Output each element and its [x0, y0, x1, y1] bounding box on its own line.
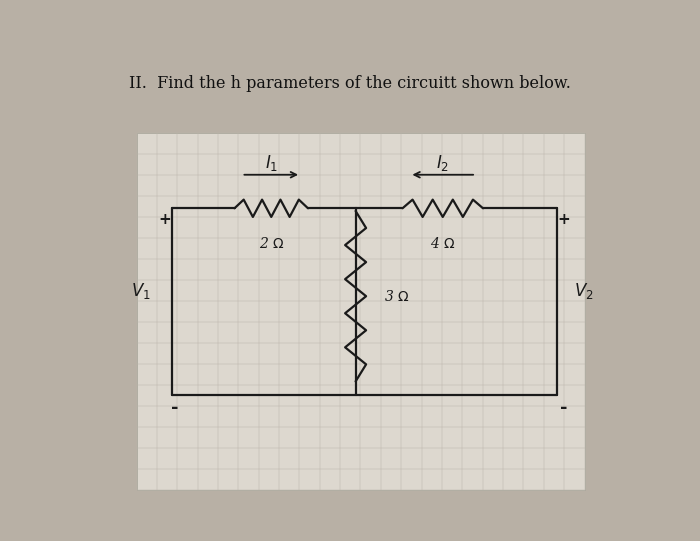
- Text: 4 $\Omega$: 4 $\Omega$: [430, 236, 456, 251]
- Text: II.  Find the h parameters of the circuitt shown below.: II. Find the h parameters of the circuit…: [129, 75, 571, 93]
- Bar: [136, 133, 584, 490]
- Text: $I_2$: $I_2$: [436, 153, 449, 173]
- Text: -: -: [560, 399, 567, 418]
- Text: 3 $\Omega$: 3 $\Omega$: [384, 289, 409, 304]
- Text: -: -: [172, 399, 178, 418]
- Text: 2 $\Omega$: 2 $\Omega$: [258, 236, 284, 251]
- Text: +: +: [158, 212, 171, 227]
- Text: $V_2$: $V_2$: [574, 281, 594, 301]
- Text: +: +: [557, 212, 570, 227]
- Text: $V_1$: $V_1$: [131, 281, 150, 301]
- Text: $I_1$: $I_1$: [265, 153, 278, 173]
